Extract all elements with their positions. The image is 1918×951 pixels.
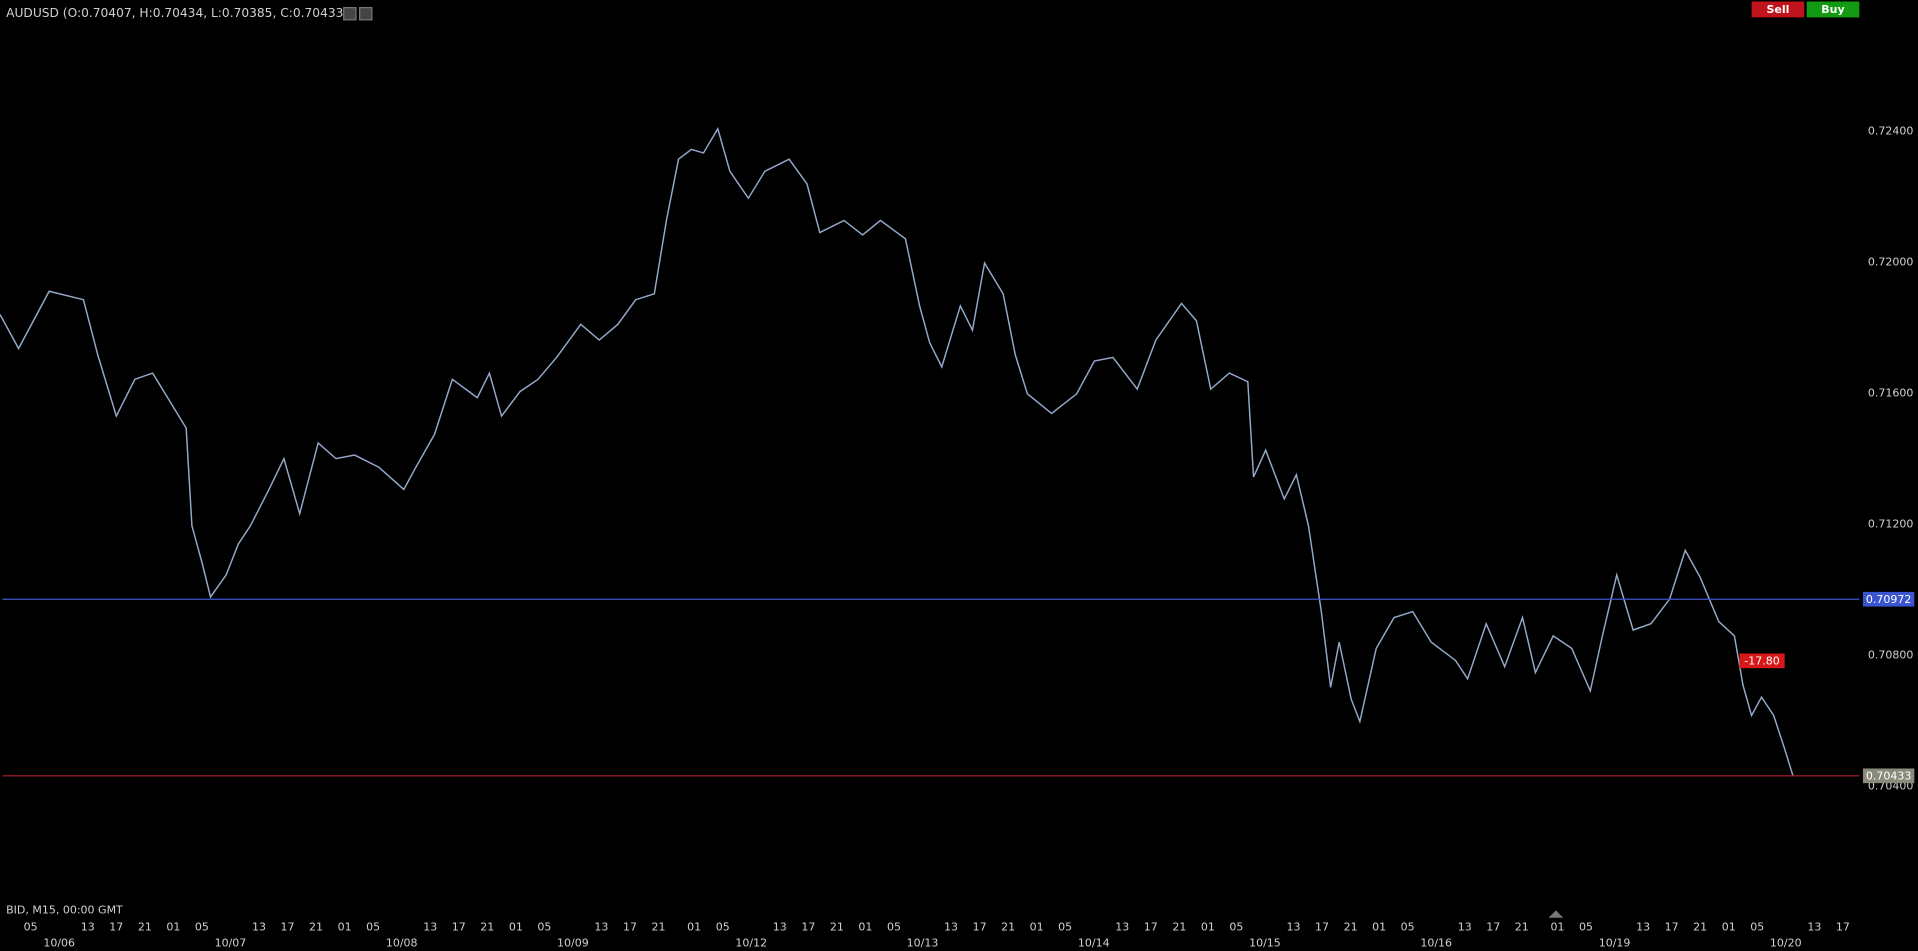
x-tick-label: 05 [887,920,901,933]
price-level-label: 0.70433 [1866,769,1912,782]
x-tick-label: 05 [1750,920,1764,933]
buy-button[interactable] [1806,1,1860,18]
x-tick-label: 21 [1515,920,1529,933]
x-tick-label: 17 [281,920,295,933]
chart-title: AUDUSD (O:0.70407, H:0.70434, L:0.70385,… [6,6,348,20]
x-tick-label: 21 [309,920,323,933]
x-tick-label: 05 [366,920,380,933]
x-tick-label: 05 [1401,920,1415,933]
x-tick-label: 01 [1372,920,1386,933]
price-level-badge [1862,768,1915,784]
x-tick-label: 05 [1229,920,1243,933]
x-tick-label: 05 [1579,920,1593,933]
pnl-label: -17.80 [1744,654,1779,667]
x-tick-label: 05 [24,920,38,933]
date-tick-label: 10/12 [735,936,767,949]
x-tick-label: 01 [338,920,352,933]
settings-icon[interactable] [359,7,373,21]
x-tick-label: 13 [252,920,266,933]
x-tick-label: 17 [1144,920,1158,933]
buy-label: Buy [1821,3,1844,16]
x-tick-label: 21 [1172,920,1186,933]
x-tick-label: 01 [1201,920,1215,933]
x-tick-label: 13 [1287,920,1301,933]
date-tick-label: 10/16 [1420,936,1452,949]
x-tick-label: 13 [773,920,787,933]
price-line [0,126,1794,777]
price-level-label: 0.70972 [1866,593,1912,606]
pnl-badge [1739,653,1785,669]
x-tick-label: 05 [195,920,209,933]
x-tick-label: 13 [1807,920,1821,933]
date-tick-label: 10/14 [1078,936,1110,949]
x-tick-label: 13 [423,920,437,933]
x-tick-label: 21 [138,920,152,933]
date-tick-label: 10/09 [557,936,589,949]
settings-icon[interactable] [343,7,357,21]
x-tick-label: 13 [1636,920,1650,933]
x-tick-label: 21 [480,920,494,933]
x-tick-label: 17 [109,920,123,933]
sell-label: Sell [1766,3,1789,16]
x-tick-label: 17 [973,920,987,933]
x-tick-label: 01 [687,920,701,933]
x-tick-label: 01 [1722,920,1736,933]
y-tick-label: 0.72000 [1868,255,1914,268]
x-tick-label: 13 [1115,920,1129,933]
x-tick-label: 21 [1693,920,1707,933]
x-tick-label: 17 [1665,920,1679,933]
x-tick-label: 01 [1030,920,1044,933]
scroll-marker [1548,910,1564,918]
date-tick-label: 10/15 [1249,936,1281,949]
x-tick-label: 21 [1344,920,1358,933]
x-tick-label: 13 [81,920,95,933]
y-tick-label: 0.72400 [1868,124,1914,137]
x-tick-label: 13 [944,920,958,933]
date-tick-label: 10/06 [43,936,75,949]
x-tick-label: 17 [1315,920,1329,933]
date-tick-label: 10/08 [386,936,418,949]
y-tick-label: 0.70800 [1868,649,1914,662]
x-tick-label: 21 [1001,920,1015,933]
x-tick-label: 17 [1486,920,1500,933]
y-tick-label: 0.71200 [1868,518,1914,531]
x-tick-label: 17 [452,920,466,933]
x-tick-label: 01 [858,920,872,933]
x-tick-label: 01 [166,920,180,933]
date-tick-label: 10/13 [907,936,939,949]
price-level-badge [1862,591,1915,607]
footer-label: BID, M15, 00:00 GMT [6,903,123,916]
sell-button[interactable] [1751,1,1805,18]
x-tick-label: 17 [801,920,815,933]
x-tick-label: 13 [594,920,608,933]
x-tick-label: 05 [537,920,551,933]
x-tick-label: 05 [1058,920,1072,933]
x-tick-label: 21 [830,920,844,933]
x-tick-label: 05 [716,920,730,933]
x-tick-label: 13 [1458,920,1472,933]
date-tick-label: 10/20 [1770,936,1802,949]
x-tick-label: 21 [652,920,666,933]
x-tick-label: 17 [1836,920,1850,933]
x-tick-label: 01 [509,920,523,933]
date-tick-label: 10/19 [1599,936,1631,949]
x-tick-label: 01 [1550,920,1564,933]
x-tick-label: 17 [623,920,637,933]
y-tick-label: 0.71600 [1868,386,1914,399]
date-tick-label: 10/07 [215,936,247,949]
